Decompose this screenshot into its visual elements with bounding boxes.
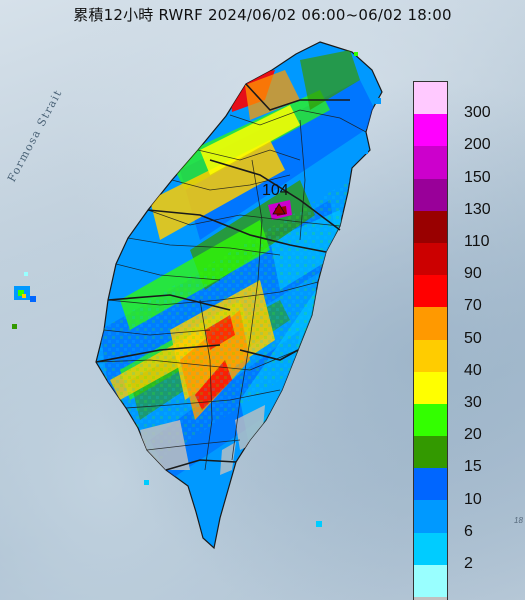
legend-tick-label: 20: [464, 426, 482, 444]
legend-swatch: [414, 564, 447, 597]
max-rainfall-label: 104: [262, 182, 289, 199]
legend-tick-label: 40: [464, 361, 482, 379]
legend-tick-label: 6: [464, 522, 473, 540]
edge-mark-label: 18: [514, 516, 523, 525]
legend-swatch: [414, 436, 447, 469]
legend-tick-label: 200: [464, 136, 491, 154]
legend-tick-label: 50: [464, 329, 482, 347]
legend-tick-label: 90: [464, 265, 482, 283]
map-title: 累積12小時 RWRF 2024/06/02 06:00~06/02 18:00: [73, 6, 452, 24]
legend-swatch: [414, 275, 447, 308]
legend-swatch: [414, 597, 447, 600]
legend-tick-label: 70: [464, 297, 482, 315]
legend-swatch: [414, 146, 447, 179]
legend-swatch: [414, 500, 447, 533]
legend-tick-label: 110: [464, 233, 490, 250]
offshore-islands: [12, 52, 381, 527]
legend-swatch: [414, 307, 447, 340]
legend-tick-label: 300: [464, 104, 491, 122]
boundary-lines: [95, 109, 367, 471]
legend-tick-label: 130: [464, 200, 491, 218]
legend-swatch: [414, 468, 447, 501]
legend-tick-label: 150: [464, 168, 491, 186]
legend-swatch: [414, 371, 447, 404]
legend-swatch: [414, 532, 447, 565]
county-boundaries: [95, 83, 350, 471]
legend-swatch: [414, 339, 447, 372]
legend-swatch: [414, 178, 447, 211]
legend-swatch: [414, 114, 447, 147]
legend-tick-label: 10: [464, 490, 482, 508]
legend-tick-label: 2: [464, 555, 473, 572]
legend-swatch: [414, 242, 447, 276]
legend-tick-label: 15: [464, 458, 482, 476]
legend-swatch: [414, 403, 447, 437]
legend-tick-label: 30: [464, 394, 482, 411]
rainfall-legend: [413, 81, 448, 600]
max-rainfall-marker: [272, 203, 286, 215]
legend-swatch: [414, 82, 447, 115]
legend-swatch: [414, 210, 447, 243]
